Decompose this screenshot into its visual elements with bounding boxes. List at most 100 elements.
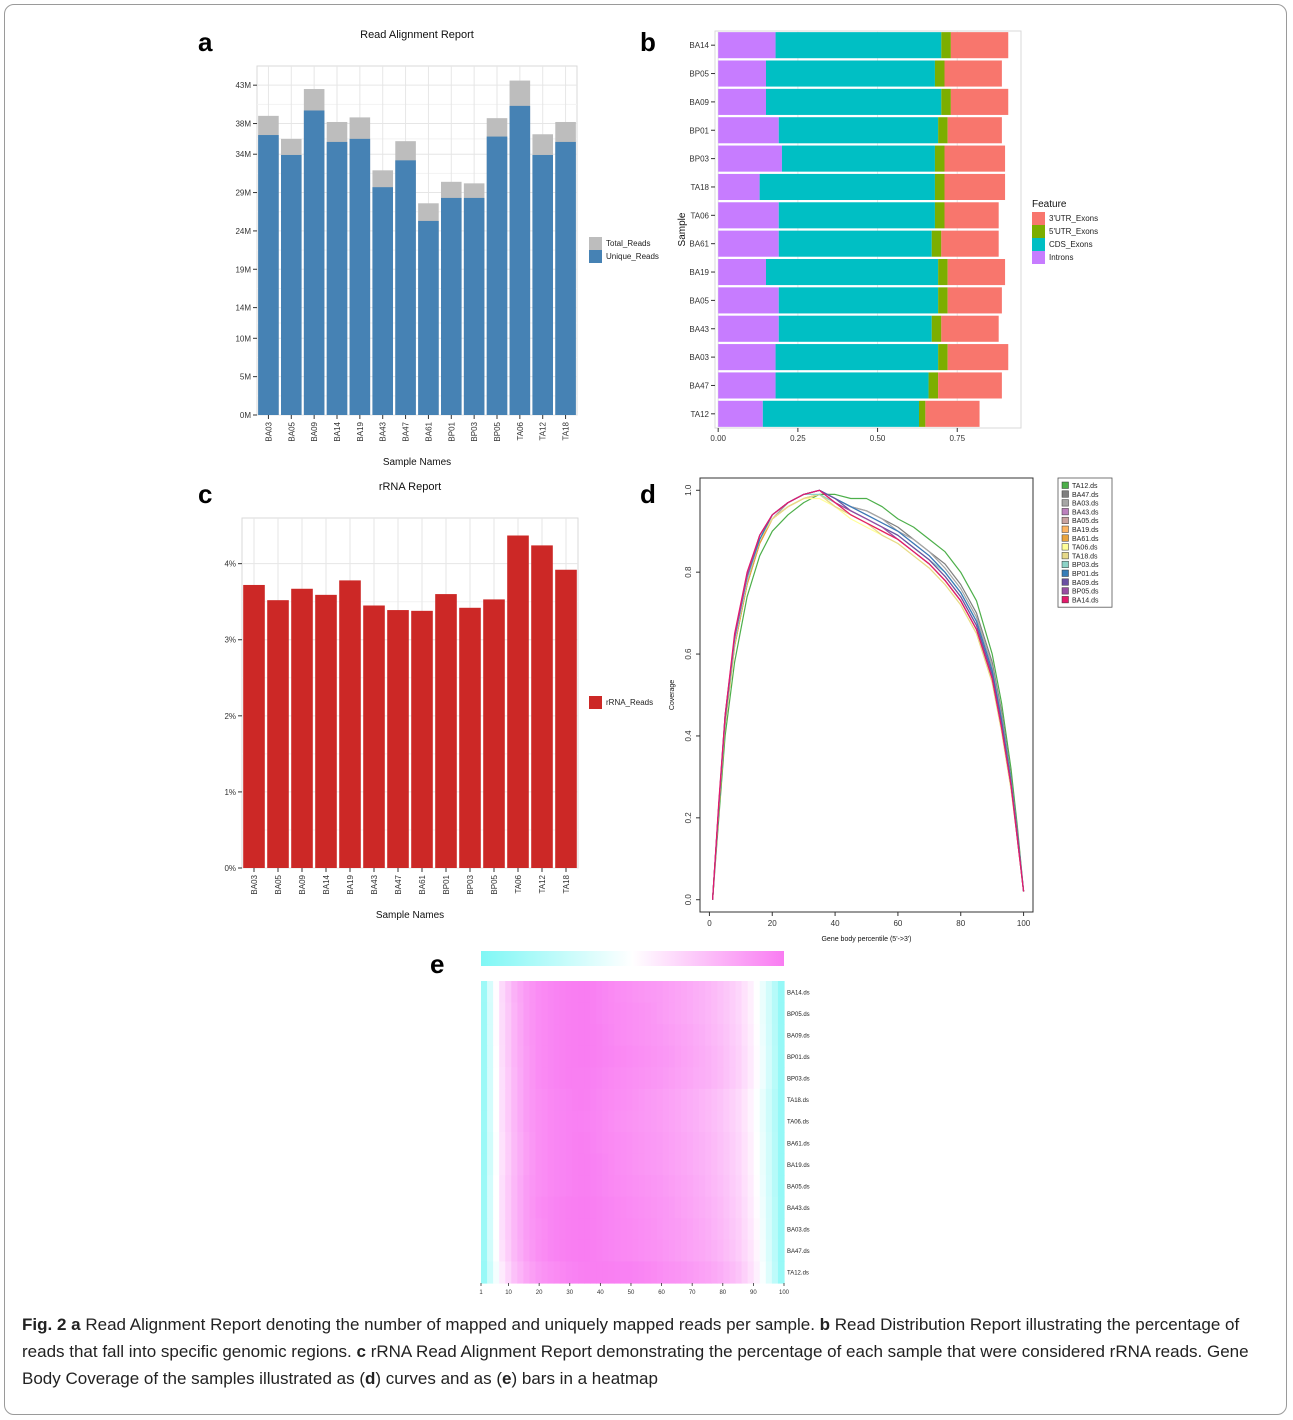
heatmap-cell bbox=[577, 1196, 585, 1219]
heatmap-cell bbox=[680, 1067, 688, 1090]
heatmap-cell bbox=[602, 1024, 609, 1047]
x-tick-label: 60 bbox=[893, 919, 902, 928]
x-tick-label: 30 bbox=[566, 1290, 573, 1296]
heatmap-cell bbox=[559, 1067, 567, 1090]
heatmap-cell bbox=[765, 1239, 773, 1263]
heatmap-cell bbox=[687, 1045, 694, 1068]
y-tick-label: 0.2 bbox=[684, 812, 693, 824]
bar-segment-3-utr-exons bbox=[950, 32, 1009, 59]
bar-unique-reads bbox=[555, 141, 576, 415]
chart-a: 0M 5M 10M 14M 19M 24M 29M 34M 38M 43M BA03 BA05 BA09… bbox=[235, 29, 659, 468]
heatmap-cell bbox=[571, 1218, 579, 1241]
heatmap-cell bbox=[662, 1196, 670, 1219]
heatmap-cell bbox=[747, 1045, 755, 1068]
heatmap-cell bbox=[644, 1218, 652, 1241]
heatmap-cell bbox=[614, 981, 621, 1004]
heatmap-cell bbox=[650, 1153, 658, 1176]
heatmap-cell bbox=[487, 1153, 494, 1176]
heatmap-cell bbox=[535, 1045, 543, 1068]
bar-unique-reads bbox=[349, 138, 371, 415]
heatmap-cell bbox=[777, 1261, 785, 1284]
heatmap-cell bbox=[644, 1067, 652, 1090]
heatmap-cell bbox=[747, 1024, 755, 1047]
heatmap-cell bbox=[481, 1067, 488, 1090]
heatmap-cell bbox=[662, 1110, 670, 1133]
bar-segment-5-utr-exons bbox=[931, 315, 942, 342]
heatmap-cell bbox=[693, 981, 700, 1004]
y-tick-label: 0.4 bbox=[684, 730, 693, 742]
x-tick-label: TA18 bbox=[562, 874, 571, 893]
legend-label: BP01.ds bbox=[1072, 571, 1099, 578]
bar-segment-5-utr-exons bbox=[934, 145, 945, 172]
heatmap-cell bbox=[705, 1110, 712, 1133]
heatmap-cell bbox=[674, 1218, 682, 1241]
heatmap-cell bbox=[711, 981, 718, 1004]
heatmap-cell bbox=[723, 1261, 731, 1284]
x-tick-label: 40 bbox=[831, 919, 840, 928]
heatmap-cell bbox=[674, 1002, 682, 1025]
heatmap-cell bbox=[529, 1067, 537, 1090]
heatmap-cell bbox=[741, 1024, 749, 1047]
heatmap-cell bbox=[596, 981, 603, 1004]
heatmap-cell bbox=[571, 1024, 579, 1047]
heatmap-cell bbox=[584, 1175, 591, 1198]
heatmap-cell bbox=[517, 1045, 525, 1068]
heatmap-cell bbox=[596, 1045, 603, 1068]
heatmap-cell bbox=[511, 1132, 518, 1155]
heatmap-cell bbox=[493, 1132, 500, 1155]
heatmap-cell bbox=[699, 1002, 706, 1025]
heatmap-cell bbox=[565, 1239, 573, 1263]
heatmap-cell bbox=[535, 1088, 543, 1112]
heatmap-cell bbox=[577, 1175, 585, 1198]
heatmap-cell bbox=[759, 1175, 767, 1198]
heatmap-cell bbox=[693, 1002, 700, 1025]
heatmap-cell bbox=[584, 1196, 591, 1219]
heatmap-cell bbox=[656, 1175, 664, 1198]
heatmap-cell bbox=[535, 1132, 543, 1155]
heatmap-cell bbox=[656, 1196, 664, 1219]
heatmap-cell bbox=[620, 1261, 628, 1284]
heatmap-cell bbox=[699, 1153, 706, 1176]
heatmap-cell bbox=[705, 1261, 712, 1284]
y-tick-label: 5M bbox=[240, 373, 251, 382]
heatmap-cell bbox=[559, 1153, 567, 1176]
heatmap-cell bbox=[765, 1175, 773, 1198]
heatmap-cell bbox=[723, 1067, 731, 1090]
legend-label: BA61.ds bbox=[1072, 536, 1099, 543]
legend-label: 3'UTR_Exons bbox=[1049, 214, 1098, 223]
bar-segment-cds-exons bbox=[766, 258, 939, 286]
heatmap-cell bbox=[481, 1024, 488, 1047]
heatmap-cell bbox=[662, 1132, 670, 1155]
heatmap-cell bbox=[487, 1045, 494, 1068]
y-tick-label: BP03 bbox=[689, 155, 709, 164]
y-tick-label: BA05 bbox=[689, 296, 709, 305]
row-label: TA18.ds bbox=[787, 1098, 809, 1104]
heatmap-cell bbox=[693, 1153, 700, 1176]
heatmap-cell bbox=[626, 1110, 634, 1133]
heatmap-cell bbox=[723, 1175, 731, 1198]
heatmap-cell bbox=[602, 1067, 609, 1090]
heatmap-cell bbox=[735, 1110, 743, 1133]
heatmap-cell bbox=[759, 1196, 767, 1219]
heatmap-cell bbox=[699, 1218, 706, 1241]
heatmap-cell bbox=[638, 1153, 646, 1176]
y-tick-label: 38M bbox=[235, 120, 251, 129]
heatmap-cell bbox=[559, 1175, 567, 1198]
heatmap-cell bbox=[759, 1024, 767, 1047]
heatmap-cell bbox=[565, 1024, 573, 1047]
heatmap-cell bbox=[759, 981, 767, 1004]
heatmap-cell bbox=[529, 1239, 537, 1263]
heatmap-cell bbox=[535, 1239, 543, 1263]
heatmap-cell bbox=[511, 1218, 518, 1241]
bar-segment-3-utr-exons bbox=[947, 258, 1006, 286]
heatmap-cell bbox=[680, 1153, 688, 1176]
legend-swatch bbox=[1061, 508, 1069, 516]
heatmap-cell bbox=[487, 1067, 494, 1090]
heatmap-cell bbox=[747, 1196, 755, 1219]
bar-segment-5-utr-exons bbox=[941, 32, 951, 59]
heatmap-cell bbox=[547, 1218, 555, 1241]
heatmap-cell bbox=[741, 1110, 749, 1133]
heatmap-cell bbox=[711, 1002, 718, 1025]
heatmap-cell bbox=[632, 1045, 640, 1068]
heatmap-cell bbox=[584, 1218, 591, 1241]
